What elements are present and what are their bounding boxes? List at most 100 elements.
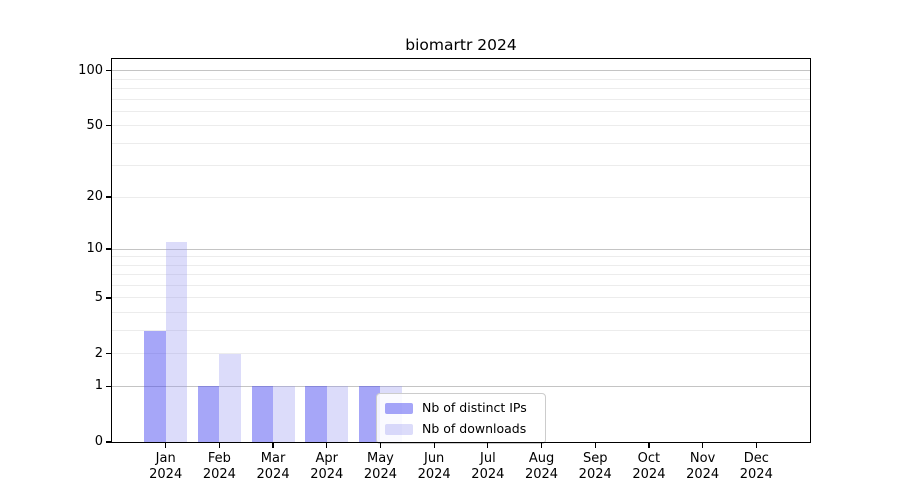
y-tick-mark bbox=[106, 248, 112, 250]
bar-may-series0 bbox=[358, 386, 381, 442]
x-tick-label: May 2024 bbox=[348, 451, 412, 482]
bar-mar-series1 bbox=[273, 386, 295, 442]
legend-swatch-downloads bbox=[385, 423, 413, 435]
x-tick-year: 2024 bbox=[578, 466, 612, 482]
x-tick-year: 2024 bbox=[739, 466, 773, 482]
y-tick-mark bbox=[106, 352, 112, 355]
x-tick-mark bbox=[701, 443, 704, 448]
y-tick-label: 1 bbox=[94, 378, 103, 394]
legend: Nb of distinct IPs Nb of downloads bbox=[376, 393, 546, 444]
x-tick-year: 2024 bbox=[202, 466, 236, 482]
x-tick-mark bbox=[433, 443, 435, 448]
x-tick-month: Feb bbox=[207, 451, 231, 466]
gridline-minor bbox=[112, 353, 810, 355]
x-tick-label: Jun 2024 bbox=[402, 451, 466, 482]
gridline-minor bbox=[112, 264, 810, 266]
bar-feb-series1 bbox=[219, 353, 241, 442]
x-tick-year: 2024 bbox=[256, 466, 290, 482]
gridline-major bbox=[112, 248, 810, 250]
x-tick-mark bbox=[487, 443, 489, 448]
y-tick-label: 5 bbox=[94, 289, 103, 305]
x-tick-year: 2024 bbox=[363, 466, 397, 482]
y-tick-mark bbox=[106, 441, 112, 443]
x-tick-month: May bbox=[367, 451, 394, 466]
gridline-minor bbox=[112, 125, 810, 127]
y-tick-label: 100 bbox=[78, 62, 103, 78]
x-tick-month: Oct bbox=[637, 451, 661, 466]
plot-area: Nb of distinct IPs Nb of downloads bbox=[111, 58, 811, 444]
x-tick-month: Aug bbox=[528, 451, 555, 466]
y-tick-mark bbox=[106, 125, 112, 127]
x-tick-mark bbox=[165, 443, 167, 448]
x-tick-label: Feb 2024 bbox=[187, 451, 251, 482]
bar-jan-series0 bbox=[144, 330, 166, 442]
x-tick-year: 2024 bbox=[686, 466, 720, 482]
gridline-minor bbox=[112, 88, 810, 90]
legend-swatch-distinct-ips bbox=[385, 402, 413, 414]
bar-mar-series0 bbox=[251, 386, 274, 442]
y-tick-mark bbox=[106, 70, 112, 72]
y-tick-label: 2 bbox=[94, 345, 103, 361]
x-tick-mark bbox=[326, 443, 328, 448]
x-tick-label: Sep 2024 bbox=[563, 451, 627, 482]
legend-item-distinct-ips: Nb of distinct IPs bbox=[385, 400, 537, 416]
x-tick-label: Mar 2024 bbox=[241, 451, 305, 482]
x-tick-label: Jul 2024 bbox=[456, 451, 520, 482]
x-tick-year: 2024 bbox=[310, 466, 344, 482]
x-tick-mark bbox=[755, 443, 757, 448]
bar-jan-series1 bbox=[165, 242, 188, 442]
y-tick-label: 20 bbox=[86, 189, 103, 205]
x-tick-label: Dec 2024 bbox=[724, 451, 788, 482]
x-tick-mark bbox=[594, 443, 596, 448]
gridline-minor bbox=[112, 98, 810, 100]
y-tick-label: 0 bbox=[94, 434, 103, 449]
gridline-minor bbox=[112, 330, 810, 331]
gridline-minor bbox=[112, 78, 810, 80]
x-tick-label: Nov 2024 bbox=[671, 451, 735, 482]
x-tick-year: 2024 bbox=[524, 466, 559, 482]
x-tick-mark bbox=[218, 443, 221, 448]
x-tick-year: 2024 bbox=[417, 466, 451, 482]
x-tick-label: Jan 2024 bbox=[134, 451, 198, 482]
x-tick-mark bbox=[379, 443, 382, 448]
x-tick-month: Sep bbox=[582, 451, 608, 466]
gridline-major bbox=[112, 385, 810, 387]
y-tick-label: 50 bbox=[86, 117, 103, 133]
bar-apr-series1 bbox=[326, 386, 349, 442]
y-tick-label: 10 bbox=[86, 241, 103, 257]
x-tick-month: Dec bbox=[743, 451, 769, 466]
gridline-minor bbox=[112, 297, 810, 299]
bar-apr-series0 bbox=[305, 386, 327, 442]
x-tick-year: 2024 bbox=[149, 466, 183, 482]
x-tick-mark bbox=[540, 443, 543, 448]
x-tick-month: Jun bbox=[423, 451, 445, 466]
legend-label-distinct-ips: Nb of distinct IPs bbox=[422, 400, 527, 415]
legend-label-downloads: Nb of downloads bbox=[422, 421, 527, 436]
gridline-minor bbox=[112, 274, 810, 276]
gridline-major bbox=[112, 70, 810, 72]
y-tick-mark bbox=[106, 196, 112, 198]
x-tick-month: Jul bbox=[480, 451, 496, 466]
gridline-minor bbox=[112, 312, 810, 314]
gridline-minor bbox=[112, 110, 810, 112]
gridline-minor bbox=[112, 142, 810, 144]
bar-feb-series0 bbox=[197, 386, 220, 442]
gridline-minor bbox=[112, 196, 810, 198]
x-tick-month: Apr bbox=[315, 451, 339, 466]
x-tick-year: 2024 bbox=[632, 466, 666, 482]
gridline-minor bbox=[112, 256, 810, 258]
legend-item-downloads: Nb of downloads bbox=[385, 421, 537, 437]
x-tick-label: Aug 2024 bbox=[510, 451, 574, 482]
x-tick-label: Apr 2024 bbox=[295, 451, 359, 482]
chart-title: biomartr 2024 bbox=[405, 36, 517, 54]
x-tick-year: 2024 bbox=[471, 466, 505, 482]
gridline-minor bbox=[112, 284, 810, 286]
x-tick-month: Mar bbox=[260, 451, 286, 466]
gridline-minor bbox=[112, 165, 810, 167]
x-tick-mark bbox=[272, 443, 274, 448]
x-tick-month: Jan bbox=[155, 451, 176, 466]
y-tick-mark bbox=[106, 297, 112, 299]
x-tick-month: Nov bbox=[689, 451, 716, 466]
y-tick-mark bbox=[106, 385, 112, 387]
